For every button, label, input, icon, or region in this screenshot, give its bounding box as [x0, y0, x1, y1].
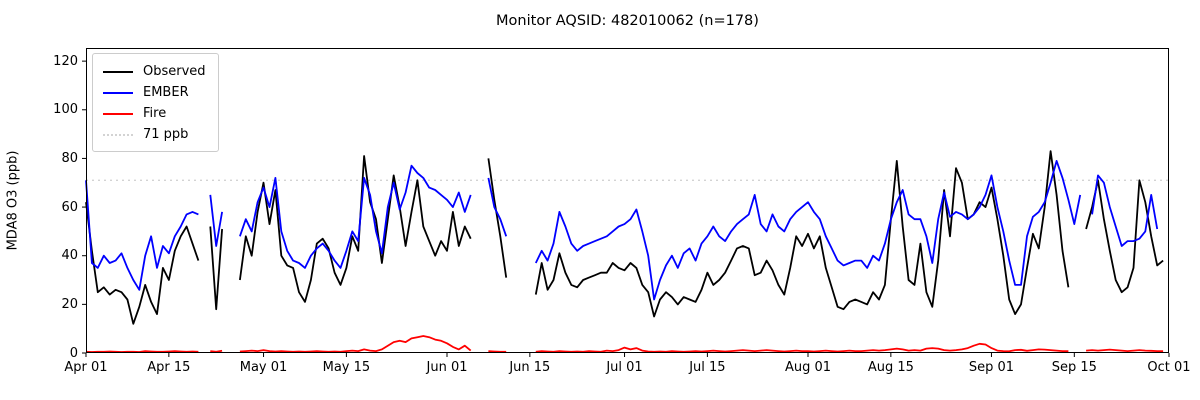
legend-label: Observed	[143, 64, 206, 79]
plot-canvas	[82, 48, 1170, 357]
x-tick-label: Jun 15	[509, 360, 551, 375]
legend-line-sample	[103, 70, 133, 73]
legend-line-sample	[103, 133, 133, 136]
series-line-fire	[85, 335, 1164, 353]
y-tick-label: 60	[61, 199, 78, 215]
x-tick-label: May 01	[239, 360, 288, 375]
legend-label: 71 ppb	[143, 127, 189, 142]
x-tick-label: Jun 01	[426, 360, 468, 375]
y-tick-label: 80	[61, 150, 78, 166]
series-line-ember	[85, 160, 1159, 301]
x-tick-label: Apr 15	[147, 360, 191, 375]
legend-item: EMBER	[103, 82, 206, 103]
legend-item: Observed	[103, 61, 206, 82]
y-tick-label: 40	[61, 248, 78, 264]
legend-item: Fire	[103, 103, 206, 124]
y-tick-label: 20	[61, 296, 78, 312]
series-line-observed	[85, 150, 1164, 325]
legend-label: Fire	[143, 106, 167, 121]
chart-title: Monitor AQSID: 482010062 (n=178)	[496, 13, 759, 29]
y-tick-label: 0	[69, 345, 78, 361]
legend: Observed EMBER Fire 71 ppb	[92, 53, 219, 152]
x-tick-label: May 15	[322, 360, 371, 375]
axes-frame	[86, 48, 1169, 353]
x-tick-label: Sep 15	[1051, 360, 1097, 375]
plot-area	[82, 48, 1170, 357]
x-tick-label: Oct 01	[1147, 360, 1191, 375]
legend-label: EMBER	[143, 85, 189, 100]
x-tick-label: Aug 15	[867, 360, 914, 375]
x-tick-label: Apr 01	[64, 360, 108, 375]
legend-item: 71 ppb	[103, 124, 206, 145]
x-tick-label: Aug 01	[784, 360, 832, 375]
y-tick-label: 100	[53, 102, 78, 118]
x-tick-label: Sep 01	[968, 360, 1015, 375]
y-tick-label: 120	[53, 53, 78, 69]
legend-line-sample	[103, 112, 133, 115]
x-tick-label: Jul 01	[606, 360, 643, 375]
x-tick-label: Jul 15	[689, 360, 726, 375]
legend-line-sample	[103, 91, 133, 94]
